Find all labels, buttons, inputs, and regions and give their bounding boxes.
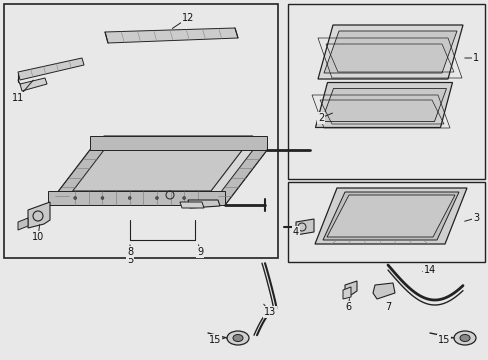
Text: 12: 12 bbox=[182, 13, 194, 23]
Polygon shape bbox=[18, 58, 84, 80]
Text: 2: 2 bbox=[317, 113, 324, 123]
Circle shape bbox=[128, 197, 131, 199]
Text: 6: 6 bbox=[344, 302, 350, 312]
Polygon shape bbox=[48, 150, 266, 205]
Polygon shape bbox=[324, 31, 456, 73]
Bar bbox=[287, 182, 484, 262]
Polygon shape bbox=[314, 188, 466, 244]
Text: 1: 1 bbox=[472, 53, 478, 63]
Text: 10: 10 bbox=[32, 232, 44, 242]
Text: 15: 15 bbox=[208, 335, 221, 345]
Polygon shape bbox=[187, 200, 220, 208]
Ellipse shape bbox=[453, 331, 475, 345]
Polygon shape bbox=[20, 78, 47, 91]
Text: 11: 11 bbox=[12, 93, 24, 103]
Polygon shape bbox=[48, 191, 224, 205]
Polygon shape bbox=[345, 281, 356, 295]
Ellipse shape bbox=[459, 334, 469, 342]
Circle shape bbox=[101, 197, 104, 199]
Polygon shape bbox=[372, 283, 394, 299]
Polygon shape bbox=[62, 136, 252, 191]
Text: 8: 8 bbox=[127, 247, 133, 257]
Circle shape bbox=[183, 197, 185, 199]
Polygon shape bbox=[315, 82, 451, 127]
Text: 13: 13 bbox=[264, 307, 276, 317]
Text: 14: 14 bbox=[423, 265, 435, 275]
Circle shape bbox=[155, 197, 158, 199]
Text: 7: 7 bbox=[384, 302, 390, 312]
Text: 4: 4 bbox=[292, 227, 299, 237]
Bar bbox=[287, 4, 484, 179]
Polygon shape bbox=[295, 219, 313, 235]
Text: 5: 5 bbox=[126, 255, 133, 265]
Polygon shape bbox=[317, 25, 462, 79]
Text: 15: 15 bbox=[437, 335, 449, 345]
Polygon shape bbox=[321, 89, 446, 122]
Polygon shape bbox=[28, 202, 50, 228]
Polygon shape bbox=[18, 218, 28, 230]
Text: 9: 9 bbox=[197, 247, 203, 257]
Polygon shape bbox=[180, 202, 203, 208]
Polygon shape bbox=[105, 28, 238, 43]
Polygon shape bbox=[342, 287, 350, 299]
Ellipse shape bbox=[226, 331, 248, 345]
Polygon shape bbox=[90, 136, 266, 150]
Polygon shape bbox=[326, 195, 454, 237]
Polygon shape bbox=[323, 192, 458, 240]
Circle shape bbox=[74, 197, 77, 199]
Polygon shape bbox=[48, 150, 104, 205]
Text: 3: 3 bbox=[472, 213, 478, 223]
Polygon shape bbox=[210, 150, 266, 205]
Bar bbox=[4, 4, 278, 258]
Ellipse shape bbox=[232, 334, 243, 342]
